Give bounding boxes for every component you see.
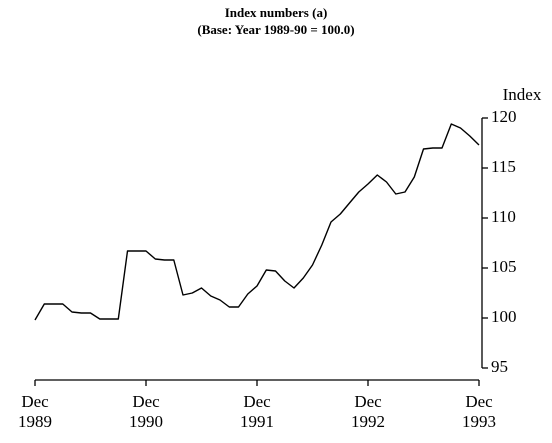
y-tick-label: 110 bbox=[491, 207, 516, 226]
y-tick-label: 95 bbox=[491, 357, 508, 376]
chart-title: Index numbers (a) bbox=[225, 5, 328, 20]
chart-subtitle: (Base: Year 1989-90 = 100.0) bbox=[197, 22, 354, 37]
y-tick-label: 120 bbox=[491, 107, 517, 126]
y-tick-label: 115 bbox=[491, 157, 516, 176]
x-tick-label: Dec 1991 bbox=[240, 392, 274, 431]
x-tick-label: Dec 1993 bbox=[462, 392, 496, 431]
y-axis-label: Index bbox=[503, 85, 542, 104]
data-line bbox=[34, 123, 480, 321]
y-tick-label: 100 bbox=[491, 307, 517, 326]
x-tick-label: Dec 1990 bbox=[129, 392, 163, 431]
x-tick-label: Dec 1992 bbox=[351, 392, 385, 431]
y-tick-label: 105 bbox=[491, 257, 517, 276]
x-tick-label: Dec 1989 bbox=[18, 392, 52, 431]
